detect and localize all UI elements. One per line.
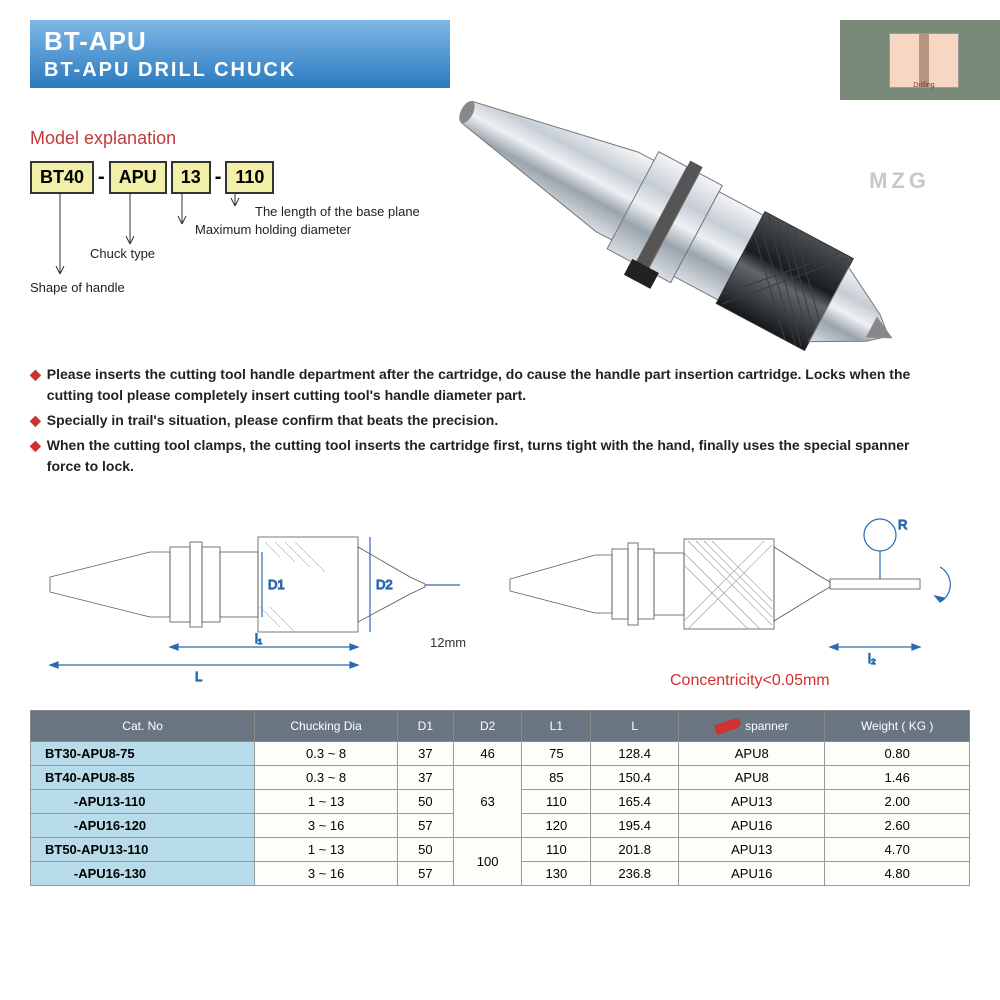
model-codes: BT40 - APU 13 - 110 [30,161,450,194]
cell-weight: 2.00 [825,790,970,814]
cell-chuck: 1 ~ 13 [255,790,398,814]
diagram-left: D1 D2 L l₁ 12mm [30,497,470,692]
cell-l1: 75 [522,742,591,766]
lbl-diameter: Maximum holding diameter [195,222,351,237]
concentricity-note: Concentricity<0.05mm [670,672,830,690]
code-shape: BT40 [30,161,94,194]
cell-chuck: 3 ~ 16 [255,862,398,886]
cell-d1: 37 [397,766,453,790]
th-l1: L1 [522,711,591,742]
cell-catno: -APU16-120 [31,814,255,838]
th-catno: Cat. No [31,711,255,742]
cell-catno: -APU13-110 [31,790,255,814]
cell-catno: BT50-APU13-110 [31,838,255,862]
model-arrows: The length of the base plane Maximum hol… [30,194,450,334]
svg-text:l₁: l₁ [255,631,263,646]
cell-l: 165.4 [591,790,679,814]
cell-l1: 110 [522,838,591,862]
th-spanner: spanner [679,711,825,742]
cell-spanner: APU8 [679,766,825,790]
cell-spanner: APU16 [679,814,825,838]
cell-weight: 0.80 [825,742,970,766]
bullet-icon: ◆ [30,435,41,477]
cell-weight: 1.46 [825,766,970,790]
cell-weight: 4.70 [825,838,970,862]
cell-l1: 85 [522,766,591,790]
cell-catno: BT40-APU8-85 [31,766,255,790]
th-d2: D2 [453,711,522,742]
cell-l1: 130 [522,862,591,886]
cell-d2: 46 [453,742,522,766]
code-dia: 13 [171,161,211,194]
cell-l: 195.4 [591,814,679,838]
cell-d1: 57 [397,862,453,886]
cell-spanner: APU8 [679,742,825,766]
svg-text:D1: D1 [268,577,285,592]
cell-l: 236.8 [591,862,679,886]
cell-d1: 50 [397,838,453,862]
cell-chuck: 0.3 ~ 8 [255,766,398,790]
cell-l: 128.4 [591,742,679,766]
cell-chuck: 0.3 ~ 8 [255,742,398,766]
code-chuck: APU [109,161,167,194]
cell-d1: 37 [397,742,453,766]
product-image [400,30,940,410]
cell-d2: 63 [453,766,522,838]
lbl-length: The length of the base plane [255,204,420,219]
cell-catno: BT30-APU8-75 [31,742,255,766]
svg-text:L: L [195,669,202,684]
cell-l: 201.8 [591,838,679,862]
table-row: BT50-APU13-1101 ~ 1350100110201.8APU134.… [31,838,970,862]
cell-d1: 50 [397,790,453,814]
cell-l1: 110 [522,790,591,814]
svg-text:D2: D2 [376,577,393,592]
cell-spanner: APU13 [679,790,825,814]
header-bar: BT-APU BT-APU DRILL CHUCK [30,20,450,88]
bullet-text: When the cutting tool clamps, the cuttin… [47,435,930,477]
lbl-shape: Shape of handle [30,280,125,295]
cell-chuck: 1 ~ 13 [255,838,398,862]
th-d1: D1 [397,711,453,742]
th-chuck: Chucking Dia [255,711,398,742]
svg-text:R: R [898,517,907,532]
th-l: L [591,711,679,742]
svg-text:12mm: 12mm [430,635,466,650]
bullet-icon: ◆ [30,410,41,431]
bullet-text: Specially in trail's situation, please c… [47,410,498,431]
model-explanation: Model explanation BT40 - APU 13 - 110 Th… [30,128,450,334]
cell-weight: 4.80 [825,862,970,886]
table-row: BT30-APU8-750.3 ~ 8374675128.4APU80.80 [31,742,970,766]
lbl-chuck: Chuck type [90,246,155,261]
svg-text:l₂: l₂ [868,651,876,666]
table-row: BT40-APU8-850.3 ~ 8376385150.4APU81.46 [31,766,970,790]
cell-l: 150.4 [591,766,679,790]
cell-l1: 120 [522,814,591,838]
code-length: 110 [225,161,274,194]
cell-catno: -APU16-130 [31,862,255,886]
spec-table: Cat. No Chucking Dia D1 D2 L1 L spanner … [30,710,970,886]
header-title: BT-APU DRILL CHUCK [44,59,436,82]
cell-spanner: APU16 [679,862,825,886]
spanner-icon [714,717,742,735]
cell-weight: 2.60 [825,814,970,838]
diagram-right: R l₂ Concentricity<0.05mm [500,497,960,692]
cell-d1: 57 [397,814,453,838]
tech-diagrams: D1 D2 L l₁ 12mm [30,497,970,692]
table-header-row: Cat. No Chucking Dia D1 D2 L1 L spanner … [31,711,970,742]
th-weight: Weight ( KG ) [825,711,970,742]
bullet-icon: ◆ [30,364,41,406]
cell-spanner: APU13 [679,838,825,862]
cell-d2: 100 [453,838,522,886]
cell-chuck: 3 ~ 16 [255,814,398,838]
model-title: Model explanation [30,128,450,149]
header-code: BT-APU [44,26,436,57]
